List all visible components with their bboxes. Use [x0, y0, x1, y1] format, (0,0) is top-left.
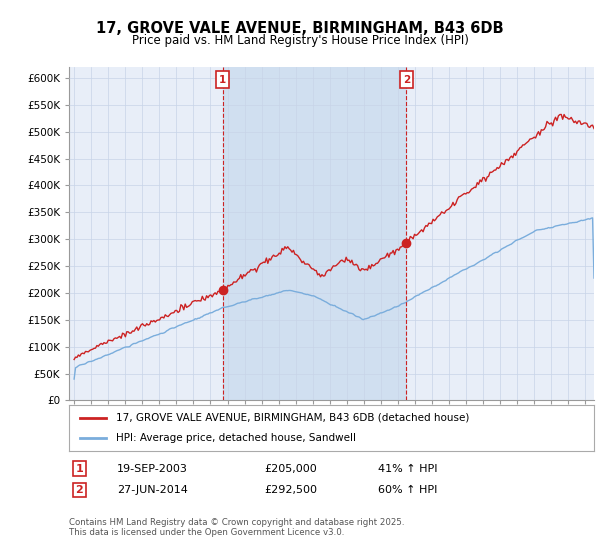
Text: 17, GROVE VALE AVENUE, BIRMINGHAM, B43 6DB (detached house): 17, GROVE VALE AVENUE, BIRMINGHAM, B43 6…: [116, 413, 470, 423]
Text: 60% ↑ HPI: 60% ↑ HPI: [378, 485, 437, 495]
Text: Contains HM Land Registry data © Crown copyright and database right 2025.
This d: Contains HM Land Registry data © Crown c…: [69, 518, 404, 538]
Bar: [223, 67, 406, 400]
Text: 2: 2: [403, 74, 410, 85]
Text: 1: 1: [76, 464, 83, 474]
Text: 17, GROVE VALE AVENUE, BIRMINGHAM, B43 6DB: 17, GROVE VALE AVENUE, BIRMINGHAM, B43 6…: [96, 21, 504, 36]
Text: 27-JUN-2014: 27-JUN-2014: [117, 485, 188, 495]
Text: HPI: Average price, detached house, Sandwell: HPI: Average price, detached house, Sand…: [116, 433, 356, 443]
Text: 19-SEP-2003: 19-SEP-2003: [117, 464, 188, 474]
Text: 41% ↑ HPI: 41% ↑ HPI: [378, 464, 437, 474]
Text: 1: 1: [219, 74, 226, 85]
Text: £292,500: £292,500: [264, 485, 317, 495]
Text: Price paid vs. HM Land Registry's House Price Index (HPI): Price paid vs. HM Land Registry's House …: [131, 34, 469, 46]
Text: £205,000: £205,000: [264, 464, 317, 474]
Text: 2: 2: [76, 485, 83, 495]
